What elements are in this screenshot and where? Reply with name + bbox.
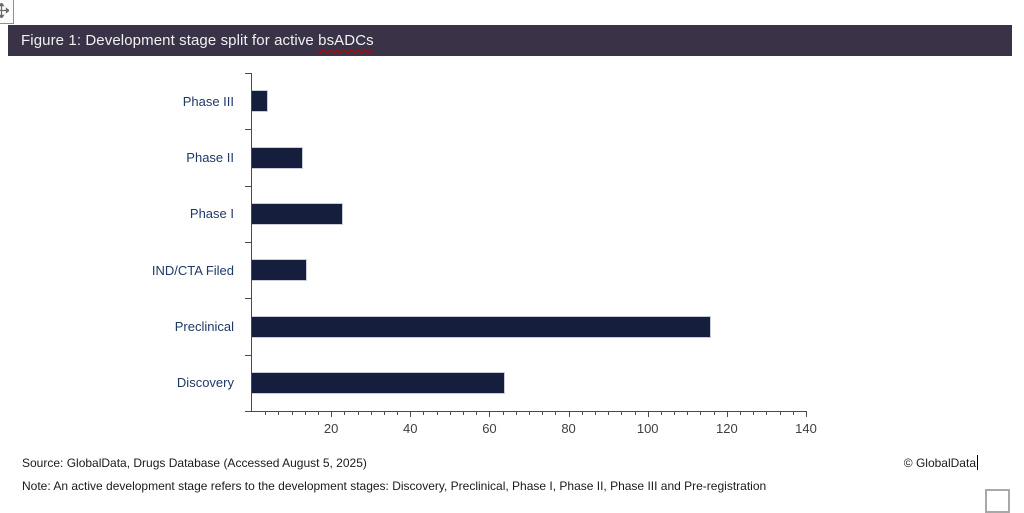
bar [252, 90, 268, 113]
x-axis-tick-label: 120 [715, 421, 738, 436]
footer-note-line: Note: An active development stage refers… [22, 479, 1002, 493]
bar-chart: Phase III Phase II Phase I IND/CTA Filed Pre… [0, 73, 817, 436]
x-axis-tick [529, 411, 530, 415]
bar [252, 202, 343, 225]
x-axis-tick [410, 411, 412, 417]
x-axis-tick [463, 411, 465, 415]
x-axis-tick [489, 411, 491, 417]
x-axis-tick-label: 100 [636, 421, 659, 436]
x-axis-tick [423, 411, 425, 415]
x-axis-tick [581, 411, 583, 415]
y-axis-tick [245, 354, 251, 356]
x-axis-tick [594, 411, 596, 415]
x-axis-tick [740, 411, 742, 415]
source-text: Source: GlobalData, Drugs Database (Acce… [22, 455, 367, 470]
x-axis-tick-label: 140 [795, 421, 817, 436]
text-cursor-caret [977, 455, 978, 470]
copyright-wrap: © GlobalData [904, 455, 978, 470]
x-axis-tick [555, 411, 557, 415]
figure-title-bar: Figure 1: Development stage split for ac… [8, 25, 1012, 56]
bar [252, 259, 308, 282]
x-axis-tick [436, 411, 438, 415]
note-text: Note: An active development stage refers… [22, 479, 767, 493]
bar [252, 371, 506, 394]
y-axis-tick [245, 129, 251, 131]
category-label: Discovery [176, 375, 234, 391]
x-axis-tick [634, 411, 636, 415]
x-axis-tick [647, 411, 649, 417]
x-axis-tick [674, 411, 676, 415]
figure-title: Figure 1: Development stage split for ac… [21, 32, 374, 49]
x-axis-tick-label: 60 [482, 421, 497, 436]
x-axis-tick [542, 411, 544, 415]
x-axis-tick [278, 411, 280, 415]
y-axis-tick [245, 411, 251, 412]
object-move-handle[interactable] [0, 0, 14, 24]
x-axis-tick [726, 411, 728, 417]
x-axis-tick-label: 40 [403, 421, 418, 436]
x-axis-tick [700, 411, 702, 415]
x-axis-tick [779, 411, 781, 415]
x-axis-tick [792, 411, 794, 415]
x-axis-tick [383, 411, 385, 415]
x-axis-tick [331, 411, 333, 417]
y-axis-tick [245, 185, 251, 187]
x-axis-tick [713, 411, 715, 415]
category-axis-labels: Phase III Phase II Phase I IND/CTA Filed Pre… [0, 73, 243, 411]
x-axis-tick [357, 411, 359, 415]
x-axis-tick [265, 411, 267, 415]
category-label: IND/CTA Filed [151, 262, 234, 278]
empty-box-icon[interactable] [985, 489, 1010, 513]
x-axis-tick [660, 411, 662, 415]
category-label: Phase I [189, 206, 234, 222]
x-axis-tick [317, 411, 319, 415]
x-axis-tick [753, 411, 755, 415]
x-axis-tick [291, 411, 293, 415]
x-axis-tick [621, 411, 623, 415]
x-axis-tick [449, 411, 451, 415]
category-label: Phase II [186, 149, 234, 165]
x-axis-tick-label: 80 [561, 421, 576, 436]
figure-title-text: Figure 1: Development stage split for ac… [21, 32, 319, 49]
move-arrows-icon [0, 3, 9, 18]
footer-source-line: Source: GlobalData, Drugs Database (Acce… [22, 455, 978, 470]
x-axis-tick [766, 411, 768, 415]
x-axis-tick-label: 20 [323, 421, 339, 436]
y-axis-tick [245, 73, 251, 74]
x-axis-tick [476, 411, 478, 415]
bar [252, 315, 712, 338]
x-axis-tick [370, 411, 372, 415]
y-axis-tick [245, 298, 251, 300]
x-axis-tick [515, 411, 517, 415]
category-label: Phase III [182, 93, 234, 109]
y-axis-tick [245, 242, 251, 243]
x-axis-tick [344, 411, 346, 415]
copyright-text: © GlobalData [903, 455, 976, 470]
x-axis-tick [304, 411, 306, 415]
figure-title-misspelled-word: bsADCs [318, 32, 374, 49]
bar [252, 146, 304, 169]
category-label: Preclinical [174, 318, 234, 334]
x-axis-tick [806, 411, 807, 417]
x-axis-tick [568, 411, 570, 417]
x-axis-tick [608, 411, 610, 415]
x-axis-tick [397, 411, 399, 415]
plot-area: 20 40 60 80 100 120 140 [245, 73, 817, 436]
x-axis-tick [687, 411, 689, 415]
x-axis-tick [502, 411, 504, 415]
